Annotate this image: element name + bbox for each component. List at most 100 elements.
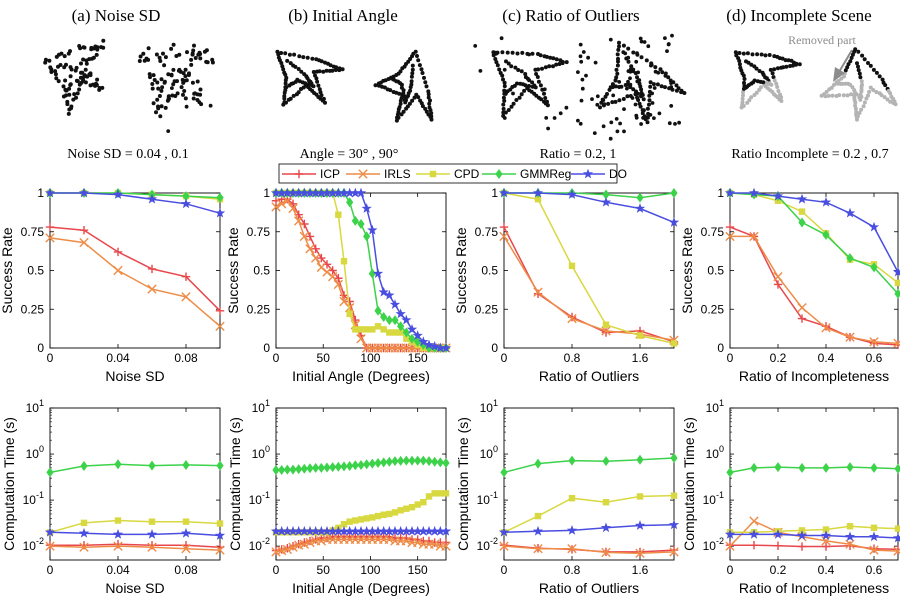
- marker-cpd: [148, 518, 156, 525]
- marker-do: [321, 187, 333, 198]
- marker-irls: [293, 216, 304, 226]
- x-tick-label: 0: [47, 351, 54, 365]
- x-tick-label: 0.6: [866, 351, 883, 365]
- y-tick-label: 100: [26, 444, 44, 461]
- marker-cpd: [340, 520, 348, 528]
- chart-sr-incomplete: 0 0.2 0.4 0.6 0 0.25 0.5 0.75 1 Ratio of Incomple…: [679, 186, 900, 384]
- marker-gmmreg: [894, 288, 900, 299]
- marker-icp: [635, 547, 645, 557]
- point-cloud: [733, 50, 802, 110]
- series-line-do: [503, 524, 675, 534]
- y-axis-label: Success Rate: [679, 227, 695, 314]
- marker-gmmreg: [329, 462, 337, 473]
- marker-gmmreg: [822, 462, 830, 473]
- y-axis-label: Computation Time (s): [227, 417, 243, 551]
- marker-gmmreg: [798, 217, 806, 228]
- axes-box: [275, 192, 447, 349]
- series-line-icp: [49, 226, 221, 312]
- marker-gmmreg: [306, 463, 314, 474]
- marker-do: [892, 532, 900, 543]
- marker-icp: [749, 540, 759, 550]
- series-line-do: [730, 192, 899, 273]
- marker-irls: [299, 231, 310, 242]
- marker-do: [844, 207, 856, 218]
- marker-gmmreg: [602, 456, 610, 467]
- marker-do: [112, 528, 124, 539]
- marker-gmmreg: [822, 229, 830, 240]
- marker-do: [372, 268, 384, 278]
- marker-irls: [322, 267, 332, 277]
- marker-do: [634, 520, 646, 530]
- marker-do: [844, 531, 856, 542]
- x-tick-label: 0.4: [818, 563, 835, 577]
- marker-do: [367, 224, 378, 235]
- marker-cpd: [182, 518, 190, 525]
- marker-do: [44, 526, 56, 537]
- marker-icp: [181, 272, 191, 281]
- chart-sr-noise: 0 0.04 0.08 0 0.25 0.5 0.75 1 Noise SD Success Ra…: [0, 186, 226, 384]
- marker-irls: [845, 332, 855, 342]
- x-tick-label: 150: [408, 563, 428, 577]
- series-line-irls: [503, 236, 675, 342]
- marker-gmmreg: [46, 467, 54, 478]
- marker-cpd: [80, 519, 88, 527]
- y-tick-label: 101: [252, 398, 270, 415]
- marker-gmmreg: [636, 454, 644, 465]
- marker-gmmreg: [431, 456, 439, 467]
- marker-irls: [601, 547, 611, 558]
- marker-irls: [635, 548, 645, 558]
- marker-do: [395, 308, 406, 319]
- marker-do: [389, 299, 401, 309]
- series-do: [498, 519, 680, 537]
- marker-icp: [311, 244, 320, 253]
- marker-do: [401, 525, 412, 536]
- series-line-do: [730, 533, 899, 539]
- marker-do: [316, 525, 327, 536]
- series-gmmreg: [500, 453, 678, 478]
- series-line-icp: [50, 543, 221, 548]
- marker-do: [344, 187, 355, 198]
- x-tick-label: 0: [501, 563, 508, 577]
- axes-box: [49, 407, 221, 561]
- marker-cpd: [534, 512, 542, 520]
- marker-do: [78, 187, 90, 198]
- marker-icp: [845, 541, 855, 550]
- marker-irls: [869, 337, 879, 347]
- x-tick-label: 0.08: [174, 563, 198, 577]
- marker-gmmreg: [278, 465, 286, 476]
- series-irls: [45, 541, 225, 555]
- marker-do: [384, 525, 395, 536]
- marker-do: [600, 196, 612, 207]
- marker-gmmreg: [351, 215, 359, 226]
- marker-irls: [749, 516, 759, 526]
- marker-gmmreg: [216, 460, 224, 471]
- marker-do: [532, 187, 544, 198]
- x-axis-label: Initial Angle (Degrees): [292, 368, 430, 384]
- marker-do: [333, 187, 344, 198]
- marker-do: [304, 525, 316, 536]
- series-line-irls: [49, 545, 221, 551]
- marker-do: [412, 330, 423, 340]
- chart-sr-outliers: 0 0.8 1.6 0 0.25 0.5 0.75 1 Ratio of Outliers Suc…: [453, 186, 680, 384]
- point-cloud: [473, 36, 569, 131]
- marker-do: [214, 530, 226, 540]
- marker-cpd: [352, 517, 359, 524]
- x-tick-label: 0: [273, 563, 280, 577]
- marker-irls: [533, 544, 543, 554]
- marker-gmmreg: [391, 456, 399, 467]
- marker-cpd: [352, 326, 359, 333]
- marker-do: [350, 525, 361, 536]
- series-do: [270, 187, 452, 353]
- x-tick-label: 0.04: [106, 563, 130, 577]
- x-tick-label: 0.04: [106, 351, 130, 365]
- column-title-c: (c) Ratio of Outliers: [502, 6, 639, 25]
- marker-do: [299, 187, 310, 198]
- marker-gmmreg: [402, 455, 410, 466]
- marker-do: [440, 342, 452, 353]
- marker-icp: [499, 222, 509, 232]
- marker-gmmreg: [289, 464, 297, 475]
- marker-icp: [893, 340, 900, 350]
- column-title-a: (a) Noise SD: [72, 6, 161, 25]
- marker-cpd: [380, 511, 387, 518]
- marker-cpd: [369, 326, 376, 333]
